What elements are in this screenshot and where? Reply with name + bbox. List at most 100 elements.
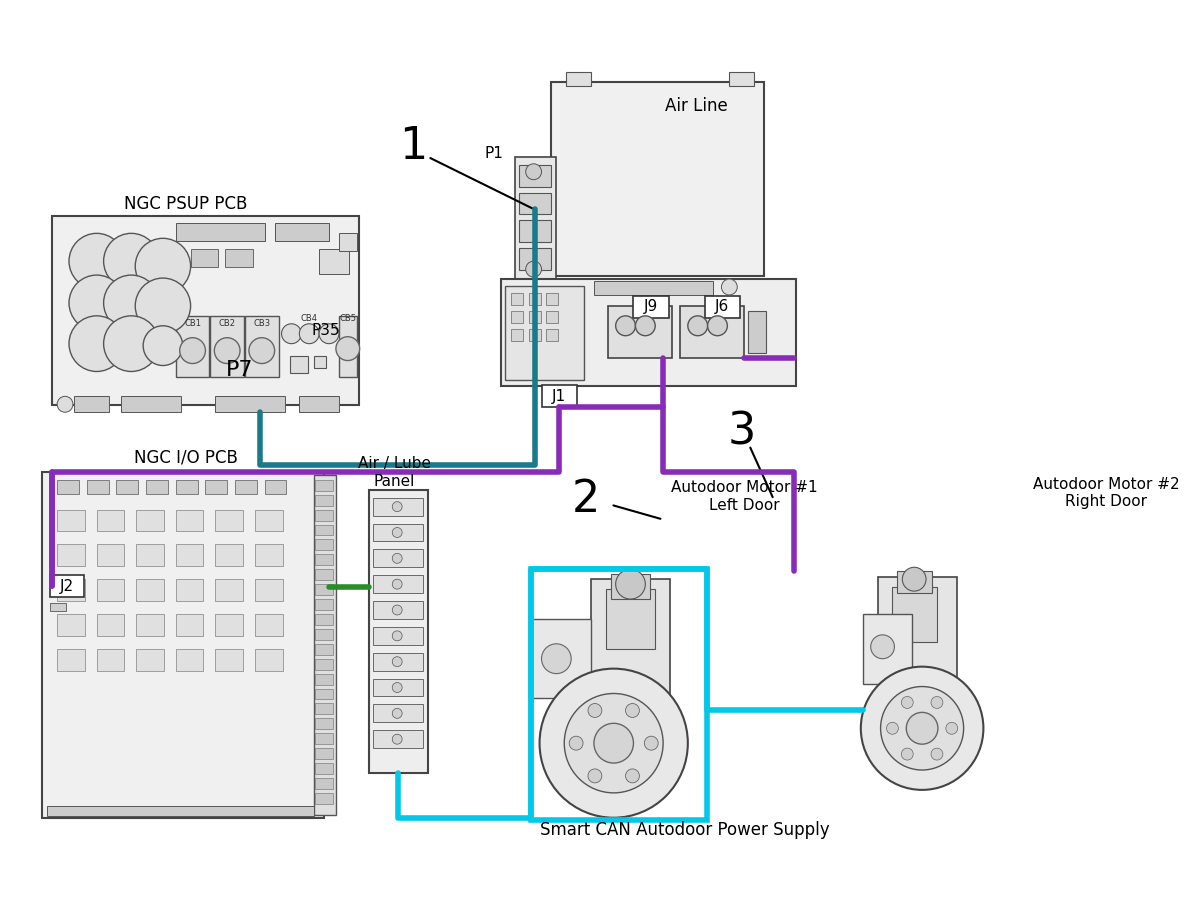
Bar bbox=[58, 480, 79, 494]
Text: CB3: CB3 bbox=[253, 320, 270, 328]
Text: P35: P35 bbox=[311, 322, 340, 338]
Circle shape bbox=[946, 723, 958, 734]
Circle shape bbox=[70, 275, 125, 330]
Bar bbox=[215, 509, 242, 532]
Circle shape bbox=[569, 736, 583, 750]
Bar bbox=[137, 580, 164, 601]
Circle shape bbox=[616, 570, 646, 599]
Bar bbox=[226, 249, 253, 267]
Bar bbox=[316, 509, 332, 520]
Circle shape bbox=[70, 233, 125, 289]
Text: 3: 3 bbox=[728, 410, 756, 454]
Bar bbox=[634, 296, 670, 318]
Text: Smart CAN Autodoor Power Supply: Smart CAN Autodoor Power Supply bbox=[540, 821, 829, 839]
Bar bbox=[316, 778, 332, 789]
Circle shape bbox=[180, 338, 205, 364]
Bar bbox=[748, 310, 766, 353]
Bar bbox=[877, 577, 956, 687]
Circle shape bbox=[616, 316, 636, 336]
Bar bbox=[175, 544, 204, 566]
Bar bbox=[215, 614, 242, 635]
Bar bbox=[500, 279, 796, 386]
Bar bbox=[373, 652, 422, 670]
Text: 1: 1 bbox=[398, 125, 427, 168]
Circle shape bbox=[901, 748, 913, 760]
Bar bbox=[316, 584, 332, 595]
Circle shape bbox=[319, 324, 338, 344]
Bar bbox=[254, 544, 282, 566]
Text: J9: J9 bbox=[644, 300, 659, 314]
Circle shape bbox=[392, 708, 402, 718]
Bar bbox=[215, 649, 242, 670]
Bar bbox=[373, 524, 422, 542]
Bar bbox=[316, 793, 332, 804]
Bar bbox=[373, 498, 422, 516]
Circle shape bbox=[392, 734, 402, 744]
Bar bbox=[373, 730, 422, 748]
Circle shape bbox=[392, 605, 402, 615]
Bar bbox=[74, 396, 108, 412]
Circle shape bbox=[594, 724, 634, 763]
Circle shape bbox=[636, 316, 655, 336]
Circle shape bbox=[588, 704, 602, 717]
Bar bbox=[566, 72, 590, 86]
Circle shape bbox=[541, 644, 571, 673]
Circle shape bbox=[392, 527, 402, 537]
Bar bbox=[316, 748, 332, 759]
Circle shape bbox=[136, 238, 191, 294]
Circle shape bbox=[299, 324, 319, 344]
Bar bbox=[373, 679, 422, 697]
Text: CB1: CB1 bbox=[184, 320, 202, 328]
Bar bbox=[265, 480, 287, 494]
Bar bbox=[368, 490, 428, 773]
Bar bbox=[175, 614, 204, 635]
Bar bbox=[245, 316, 278, 377]
Circle shape bbox=[526, 261, 541, 277]
Bar bbox=[898, 572, 932, 593]
Bar bbox=[893, 587, 937, 642]
Circle shape bbox=[564, 694, 664, 793]
Circle shape bbox=[902, 567, 926, 591]
Text: CB2: CB2 bbox=[218, 320, 235, 328]
Bar bbox=[97, 544, 125, 566]
Circle shape bbox=[625, 704, 640, 717]
Circle shape bbox=[721, 279, 737, 295]
Bar bbox=[290, 356, 308, 373]
Circle shape bbox=[103, 233, 158, 289]
Text: CB5: CB5 bbox=[340, 314, 356, 323]
Text: 2: 2 bbox=[572, 478, 600, 521]
Bar bbox=[254, 614, 282, 635]
Bar bbox=[863, 614, 912, 683]
Bar bbox=[146, 480, 168, 494]
Bar bbox=[175, 316, 209, 377]
Circle shape bbox=[248, 338, 275, 364]
Bar bbox=[175, 480, 198, 494]
Bar bbox=[518, 248, 552, 270]
Circle shape bbox=[588, 769, 602, 783]
Bar bbox=[515, 157, 557, 286]
Bar bbox=[590, 580, 670, 698]
Bar bbox=[704, 296, 740, 318]
Bar bbox=[191, 249, 218, 267]
Bar bbox=[316, 570, 332, 580]
Bar bbox=[116, 480, 138, 494]
Circle shape bbox=[392, 580, 402, 590]
Bar bbox=[254, 509, 282, 532]
Circle shape bbox=[625, 769, 640, 783]
Circle shape bbox=[392, 657, 402, 667]
Bar bbox=[316, 734, 332, 744]
Bar bbox=[97, 649, 125, 670]
Bar bbox=[505, 286, 584, 381]
Bar bbox=[529, 293, 540, 305]
Bar bbox=[316, 704, 332, 715]
Bar bbox=[205, 480, 227, 494]
Bar bbox=[97, 509, 125, 532]
Bar bbox=[275, 223, 329, 241]
Bar bbox=[58, 649, 85, 670]
Bar bbox=[316, 599, 332, 610]
Bar bbox=[175, 649, 204, 670]
Bar bbox=[97, 614, 125, 635]
Circle shape bbox=[336, 337, 360, 361]
Bar bbox=[175, 509, 204, 532]
Bar bbox=[175, 580, 204, 601]
